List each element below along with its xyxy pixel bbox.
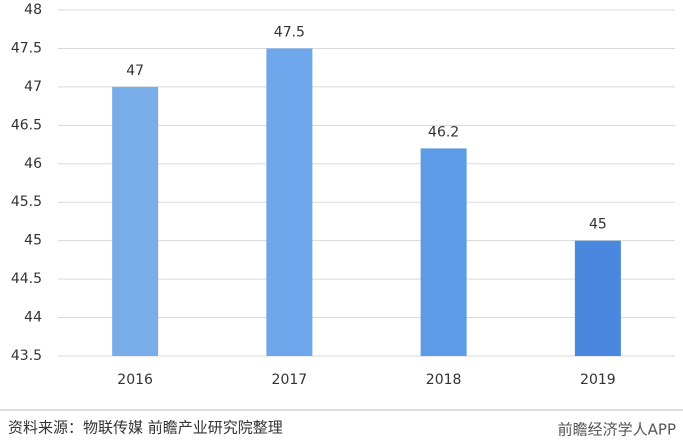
y-tick-label: 46	[24, 156, 42, 172]
y-tick-label: 43.5	[11, 348, 42, 364]
y-tick-label: 44	[24, 310, 42, 326]
bar	[420, 148, 467, 356]
data-label: 47	[126, 63, 144, 79]
data-label: 47.5	[274, 24, 305, 40]
bar	[266, 48, 313, 356]
brand-label: 前瞻经济学人APP	[558, 421, 676, 439]
x-tick-label: 2018	[426, 372, 462, 388]
y-tick-label: 44.5	[11, 271, 42, 287]
y-tick-label: 45	[24, 233, 42, 249]
data-label: 45	[589, 217, 607, 233]
source-note: 资料来源：物联传媒 前瞻产业研究院整理	[8, 419, 283, 437]
y-tick-label: 47	[24, 79, 42, 95]
data-label: 46.2	[428, 124, 459, 140]
y-tick-label: 48	[24, 2, 42, 18]
y-tick-label: 45.5	[11, 194, 42, 210]
x-tick-label: 2019	[580, 372, 616, 388]
y-tick-label: 47.5	[11, 40, 42, 56]
bar	[112, 86, 159, 356]
x-tick-label: 2016	[117, 372, 153, 388]
x-tick-label: 2017	[272, 372, 308, 388]
y-tick-label: 46.5	[11, 117, 42, 133]
bar	[574, 240, 621, 356]
